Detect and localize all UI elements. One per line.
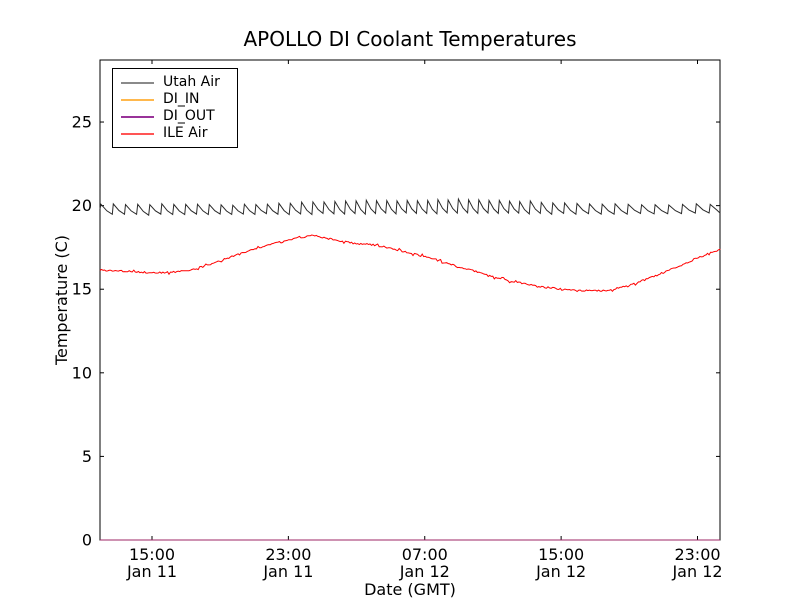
di-out-line-swatch [121, 115, 154, 118]
legend-label-ile-air: ILE Air [163, 125, 208, 141]
legend: Utah Air DI_IN DI_OUT ILE Air [112, 68, 238, 148]
legend-item-utah-air: Utah Air [119, 74, 231, 91]
di-in-line-swatch [121, 98, 154, 101]
ile-air-line-swatch [121, 132, 154, 135]
x-tick-date-label: Jan 11 [262, 562, 313, 581]
legend-item-di-out: DI_OUT [119, 108, 231, 125]
y-tick-label: 5 [82, 447, 92, 466]
y-tick-label: 0 [82, 531, 92, 550]
legend-label-di-out: DI_OUT [163, 108, 215, 124]
x-tick-date-label: Jan 12 [671, 562, 722, 581]
utah-air-line-swatch [121, 81, 154, 84]
legend-label-utah-air: Utah Air [163, 74, 220, 90]
legend-label-di-in: DI_IN [163, 91, 200, 107]
series-line-utah-air [99, 197, 721, 217]
x-tick-date-label: Jan 11 [126, 562, 177, 581]
x-tick-time-label: 15:00 [538, 545, 584, 564]
y-tick-label: 20 [72, 196, 92, 215]
x-tick-time-label: 23:00 [674, 545, 720, 564]
x-tick-date-label: Jan 12 [535, 562, 586, 581]
y-tick-label: 10 [72, 363, 92, 382]
y-tick-label: 25 [72, 113, 92, 132]
y-axis-label: Temperature (C) [52, 234, 71, 366]
x-tick-time-label: 07:00 [402, 545, 448, 564]
x-tick-time-label: 23:00 [265, 545, 311, 564]
legend-item-ile-air: ILE Air [119, 125, 231, 142]
chart-title: APOLLO DI Coolant Temperatures [243, 27, 577, 51]
x-axis-label: Date (GMT) [364, 580, 456, 599]
legend-item-di-in: DI_IN [119, 91, 231, 108]
x-tick-date-label: Jan 12 [399, 562, 450, 581]
y-tick-label: 15 [72, 280, 92, 299]
x-tick-time-label: 15:00 [129, 545, 175, 564]
series-line-ile-air [99, 234, 721, 293]
